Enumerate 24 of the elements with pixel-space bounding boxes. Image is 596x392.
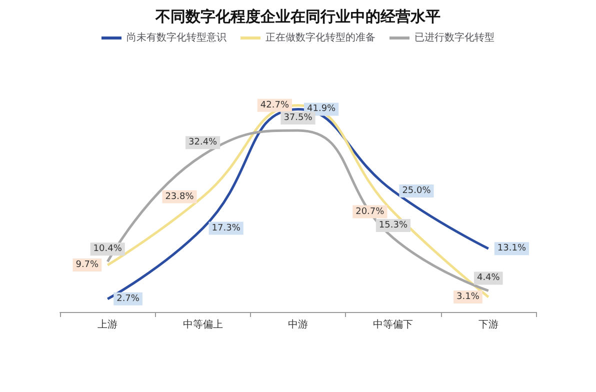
data-label: 15.3% — [378, 220, 408, 230]
x-tick-label: 下游 — [478, 318, 498, 330]
data-label: 2.7% — [116, 294, 140, 304]
data-label: 17.3% — [212, 223, 241, 234]
x-tick-label: 中游 — [288, 318, 308, 330]
data-label: 23.8% — [165, 192, 194, 202]
data-label: 41.9% — [307, 104, 336, 114]
legend-label: 已进行数字化转型 — [414, 32, 494, 44]
x-tick-label: 中等偏下 — [373, 318, 414, 330]
data-label: 9.7% — [76, 260, 100, 270]
legend-label: 尚未有数字化转型意识 — [126, 32, 226, 44]
chart-title: 不同数字化程度企业在同行业中的经营水平 — [154, 8, 440, 26]
data-label: 4.4% — [476, 273, 500, 284]
data-label: 37.5% — [284, 113, 313, 123]
legend-label: 正在做数字化转型的准备 — [266, 32, 376, 44]
data-label: 3.1% — [456, 292, 480, 302]
data-label: 25.0% — [402, 186, 432, 196]
x-tick-label: 上游 — [98, 318, 118, 330]
data-label: 10.4% — [93, 244, 122, 254]
x-tick-label: 中等偏上 — [182, 318, 223, 330]
data-label: 32.4% — [188, 138, 218, 148]
data-label: 13.1% — [497, 244, 526, 254]
data-label: 20.7% — [356, 206, 385, 217]
data-label: 42.7% — [260, 100, 290, 110]
